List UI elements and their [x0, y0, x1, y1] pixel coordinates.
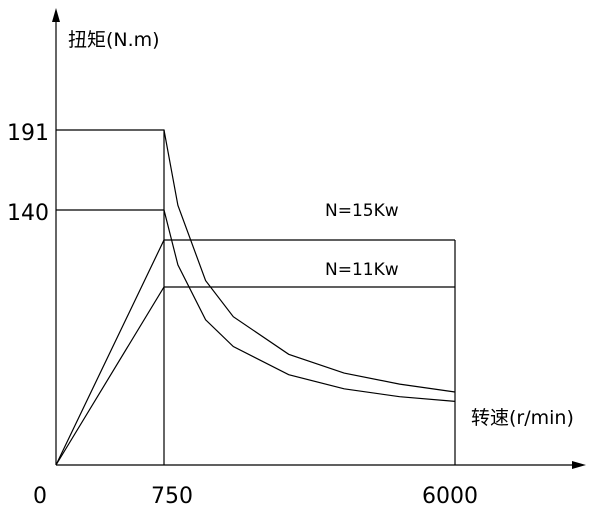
- torque-curve-1: [56, 209, 456, 402]
- x-tick-label-0: 0: [33, 484, 47, 509]
- y-tick-label-140: 140: [7, 201, 49, 226]
- curves-layer: [55, 129, 456, 466]
- y-tick-label-191: 191: [7, 121, 49, 146]
- power-curve-1: [55, 286, 455, 466]
- annotation-15kw: N=15Kw: [325, 201, 399, 221]
- x-axis-title: 转速(r/min): [471, 407, 574, 429]
- y-axis-arrow: [52, 8, 60, 22]
- torque-curve-0: [56, 129, 456, 393]
- y-axis-title: 扭矩(N.m): [68, 29, 160, 51]
- annotation-11kw: N=11Kw: [325, 260, 399, 280]
- x-tick-label-6000: 6000: [422, 484, 478, 509]
- x-tick-label-750: 750: [151, 484, 193, 509]
- x-axis-arrow: [572, 461, 586, 469]
- power-curve-0: [55, 239, 455, 466]
